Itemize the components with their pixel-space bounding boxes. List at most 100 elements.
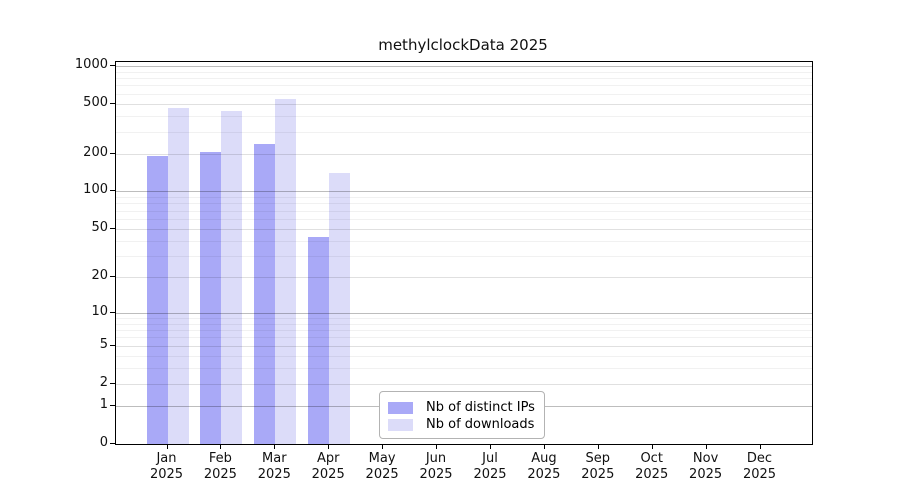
- gridline-4: [116, 355, 812, 357]
- gridline-40: [116, 240, 812, 242]
- y-tick-label-20: 20: [91, 268, 108, 284]
- gridline-80: [116, 203, 812, 205]
- x-tick-year-mar: 2025: [257, 467, 291, 482]
- x-tick-month-sep: Sep: [585, 451, 611, 466]
- x-tick-month-mar: Mar: [262, 451, 287, 466]
- y-tick-mark-1000: [110, 64, 115, 66]
- y-tick-label-5: 5: [99, 336, 108, 352]
- y-tick-label-0: 0: [99, 435, 108, 450]
- x-tick-year-apr: 2025: [311, 467, 345, 482]
- x-tick-year-jun: 2025: [419, 467, 453, 482]
- x-tick-month-jan: Jan: [156, 451, 177, 466]
- gridline-2: [116, 383, 812, 385]
- legend-swatch-distinct-ips: [388, 401, 413, 414]
- y-tick-label-200: 200: [83, 144, 108, 160]
- legend-swatch-downloads: [388, 418, 413, 431]
- x-tick-label-nov: Nov 2025: [676, 451, 736, 483]
- bars-layer: [116, 62, 812, 444]
- x-tick-mark-dec: [759, 444, 761, 449]
- x-tick-month-nov: Nov: [692, 451, 719, 466]
- x-tick-label-jan: Jan 2025: [137, 451, 197, 483]
- x-tick-mark-oct: [651, 444, 653, 449]
- bar-mar-ips: [254, 143, 276, 444]
- x-tick-year-oct: 2025: [635, 467, 669, 482]
- legend-label-distinct-ips: Nb of distinct IPs: [426, 400, 535, 415]
- y-tick-label-500: 500: [83, 94, 108, 110]
- x-tick-year-jul: 2025: [473, 467, 507, 482]
- x-tick-label-sep: Sep 2025: [568, 451, 628, 483]
- y-tick-mark-20: [110, 276, 115, 278]
- gridline-300: [116, 131, 812, 133]
- x-tick-year-dec: 2025: [742, 467, 777, 482]
- gridline-500: [116, 103, 812, 105]
- x-tick-label-feb: Feb 2025: [190, 451, 250, 483]
- x-tick-label-may: May 2025: [352, 451, 412, 483]
- gridline-1000: [116, 65, 812, 67]
- x-tick-mark-jan: [166, 444, 168, 449]
- y-tick-label-2: 2: [99, 374, 108, 390]
- gridline-9: [116, 317, 812, 319]
- bar-jan-downloads: [167, 107, 189, 444]
- x-tick-mark-may: [382, 444, 384, 449]
- bar-feb-ips: [200, 152, 222, 444]
- y-tick-mark-50: [110, 227, 115, 229]
- gridline-10: [116, 312, 812, 314]
- x-tick-mark-sep: [597, 444, 599, 449]
- x-tick-mark-feb: [220, 444, 222, 449]
- x-tick-label-aug: Aug 2025: [514, 451, 574, 483]
- legend-entry-distinct-ips: Nb of distinct IPs: [388, 399, 544, 416]
- legend-label-downloads: Nb of downloads: [426, 417, 535, 432]
- x-tick-month-dec: Dec: [746, 451, 773, 466]
- y-tick-label-50: 50: [91, 219, 108, 235]
- x-tick-month-apr: Apr: [316, 451, 340, 466]
- gridline-20: [116, 277, 812, 279]
- gridline-30: [116, 256, 812, 257]
- y-tick-mark-5: [110, 344, 115, 346]
- y-tick-mark-10: [110, 311, 115, 313]
- y-tick-label-100: 100: [83, 182, 108, 198]
- x-tick-label-dec: Dec 2025: [730, 451, 790, 483]
- x-tick-label-mar: Mar 2025: [244, 451, 304, 483]
- gridline-90: [116, 197, 812, 198]
- legend-entry-downloads: Nb of downloads: [388, 416, 544, 433]
- gridline-700: [116, 85, 812, 87]
- x-tick-month-may: May: [368, 451, 396, 466]
- x-tick-month-feb: Feb: [208, 451, 232, 466]
- bar-apr-ips: [308, 236, 330, 444]
- x-tick-mark-nov: [705, 444, 707, 449]
- x-tick-month-oct: Oct: [640, 451, 663, 466]
- y-tick-mark-1: [110, 405, 115, 406]
- x-tick-year-jan: 2025: [149, 467, 184, 482]
- gridline-600: [116, 93, 812, 95]
- y-tick-label-1000: 1000: [74, 56, 108, 72]
- x-tick-year-may: 2025: [365, 467, 399, 482]
- x-tick-mark-jul: [490, 444, 491, 449]
- gridlines-layer: [116, 62, 812, 444]
- x-tick-year-feb: 2025: [203, 467, 237, 482]
- bar-feb-downloads: [221, 110, 243, 444]
- y-tick-label-1: 1: [99, 397, 108, 412]
- x-tick-month-jun: Jun: [425, 451, 447, 466]
- x-tick-label-jun: Jun 2025: [406, 451, 466, 483]
- gridline-8: [116, 323, 812, 325]
- gridline-100: [116, 191, 812, 193]
- chart-title: methylclockData 2025: [378, 36, 548, 54]
- gridline-60: [116, 218, 812, 220]
- plot-area: Nb of distinct IPs Nb of downloads: [115, 61, 813, 445]
- x-tick-label-apr: Apr 2025: [298, 451, 358, 483]
- y-tick-mark-100: [110, 190, 115, 192]
- x-tick-label-jul: Jul 2025: [460, 451, 520, 483]
- gridline-6: [116, 337, 812, 339]
- gridline-50: [116, 228, 812, 230]
- y-tick-mark-2: [110, 382, 115, 384]
- x-tick-mark-aug: [543, 444, 545, 449]
- gridline-200: [116, 153, 812, 155]
- x-tick-year-aug: 2025: [527, 467, 561, 482]
- x-tick-year-sep: 2025: [581, 467, 615, 482]
- x-tick-month-aug: Aug: [531, 451, 557, 466]
- gridline-3: [116, 368, 812, 370]
- gridline-800: [116, 77, 812, 79]
- x-tick-year-nov: 2025: [689, 467, 723, 482]
- x-tick-mark-jun: [436, 444, 437, 449]
